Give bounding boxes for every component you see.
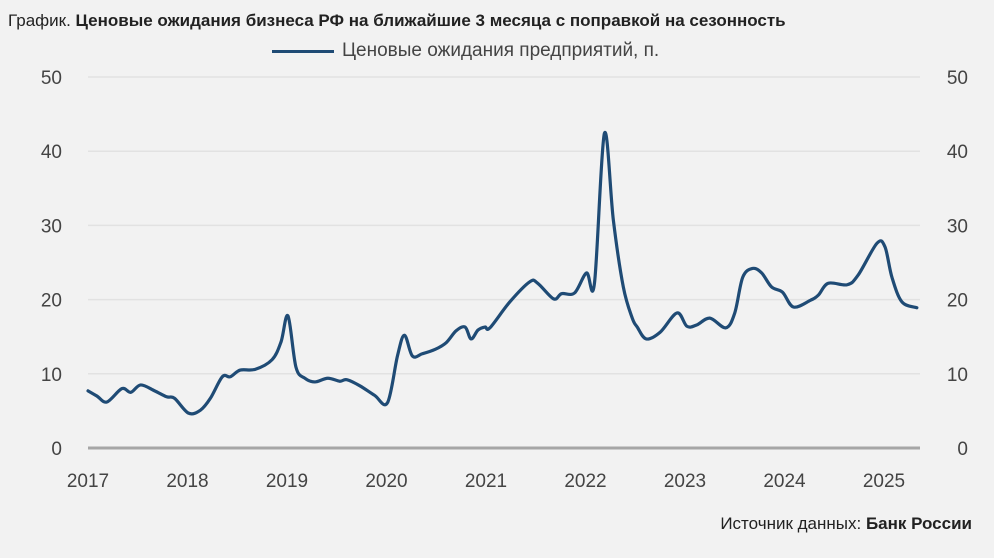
legend-swatch [272,49,334,53]
x-tick-label: 2022 [564,471,606,492]
y-tick-label-left: 50 [41,68,62,89]
source-note: Источник данных: Банк России [720,514,972,534]
y-tick-label-right: 50 [947,68,968,89]
x-tick-label: 2024 [763,471,806,492]
y-tick-label-right: 0 [957,439,968,460]
y-tick-label-left: 40 [41,142,62,163]
y-tick-label-right: 20 [947,291,968,312]
x-tick-label: 2021 [465,471,507,492]
chart-title: График. Ценовые ожидания бизнеса РФ на б… [8,11,786,31]
series-line [86,130,919,416]
x-tick-label: 2025 [863,471,905,492]
y-tick-label-left: 0 [51,439,62,460]
source-value: Банк России [865,514,972,533]
y-tick-label-right: 40 [947,142,968,163]
legend: Ценовые ожидания предприятий, п. [272,40,659,62]
source-label: Источник данных: [720,514,862,533]
legend-label: Ценовые ожидания предприятий, п. [342,40,660,61]
x-tick-label: 2017 [67,471,109,492]
y-tick-label-right: 30 [947,216,968,237]
title-main: Ценовые ожидания бизнеса РФ на ближайшие… [75,11,786,30]
x-tick-label: 2018 [166,471,208,492]
y-tick-label-left: 30 [41,216,62,237]
title-prefix: График. [8,11,71,30]
y-tick-label-right: 10 [947,365,968,386]
x-tick-label: 2020 [365,471,407,492]
x-tick-label: 2019 [266,471,308,492]
y-tick-label-left: 10 [41,365,62,386]
x-tick-label: 2023 [664,471,706,492]
y-tick-label-left: 20 [41,291,62,312]
